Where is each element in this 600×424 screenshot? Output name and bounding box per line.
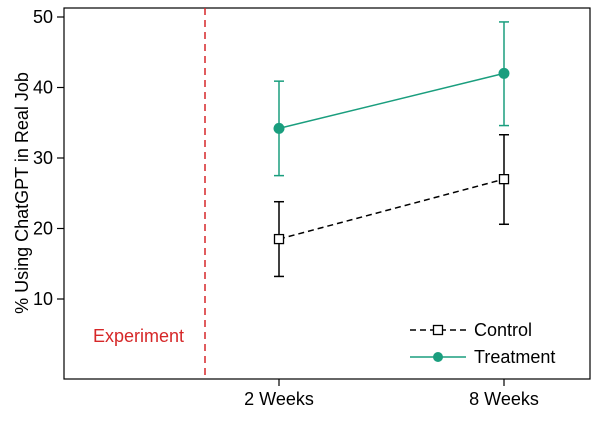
- data-point: [273, 122, 285, 134]
- data-point: [498, 173, 510, 185]
- series-layer: [273, 21, 510, 278]
- legend-marker: [432, 324, 444, 336]
- legend-item-treatment: Treatment: [410, 347, 555, 367]
- y-tick-label: 20: [33, 219, 53, 239]
- legend-label: Control: [474, 320, 532, 340]
- x-tick-label: 2 Weeks: [244, 389, 314, 409]
- annotations: Experiment: [93, 8, 206, 379]
- data-point: [273, 233, 285, 245]
- series-line: [278, 178, 505, 240]
- experiment-label: Experiment: [93, 326, 184, 346]
- y-tick-label: 10: [33, 289, 53, 309]
- plot-frame: [63, 7, 591, 380]
- y-tick-label: 50: [33, 7, 53, 27]
- y-axis-title: % Using ChatGPT in Real Job: [12, 72, 32, 314]
- y-tick-label: 40: [33, 78, 53, 98]
- y-tick-label: 30: [33, 148, 53, 168]
- series-line: [278, 72, 505, 130]
- data-point: [498, 67, 510, 79]
- series-control: [273, 133, 510, 278]
- x-tick-label: 8 Weeks: [469, 389, 539, 409]
- series-treatment: [273, 21, 510, 177]
- legend-label: Treatment: [474, 347, 555, 367]
- x-axis: 2 Weeks 8 Weeks: [244, 379, 539, 409]
- legend-marker: [433, 352, 443, 362]
- legend: Control Treatment: [410, 320, 555, 367]
- legend-item-control: Control: [410, 320, 532, 340]
- y-axis: 10 20 30 40 50: [33, 7, 64, 309]
